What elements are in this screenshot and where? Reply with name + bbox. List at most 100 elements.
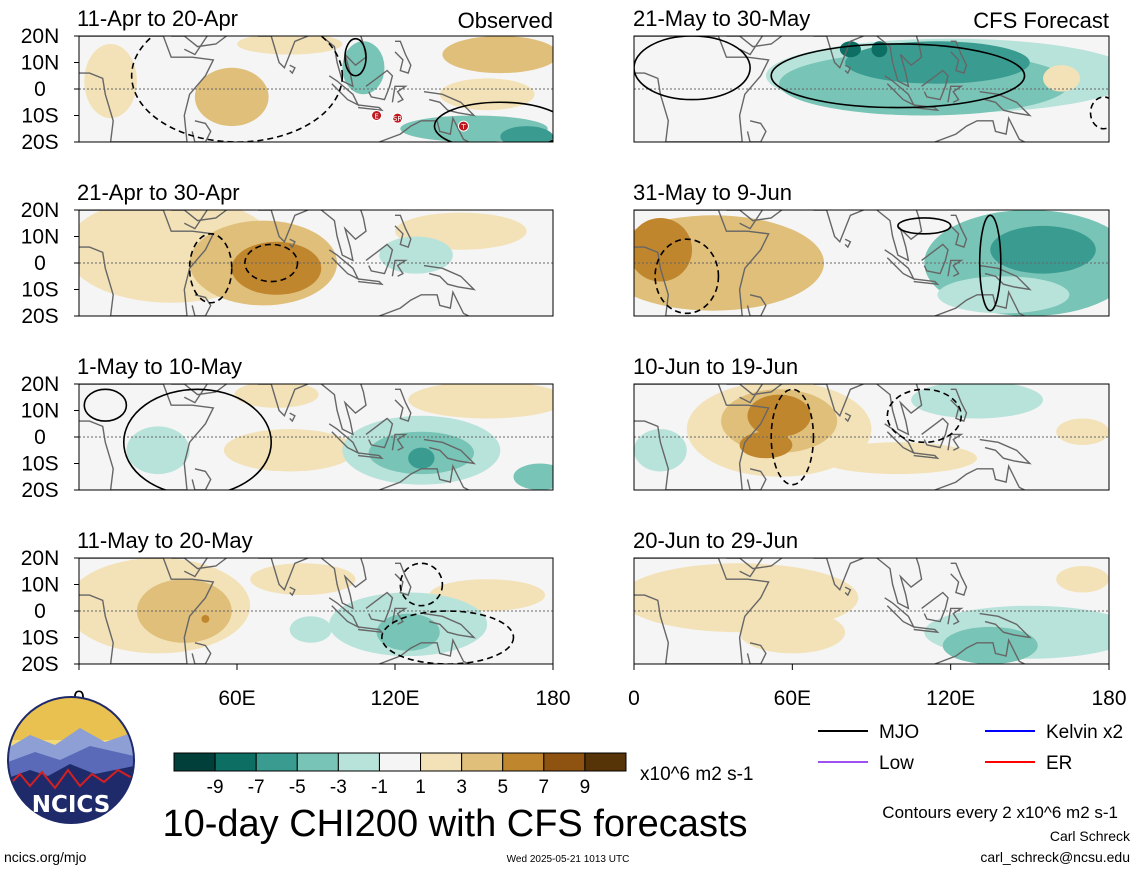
coastline [289, 64, 296, 75]
chi-anomaly-region [439, 78, 535, 111]
coastline [391, 607, 408, 625]
coastline [258, 558, 309, 592]
chi-anomaly-region [289, 616, 332, 643]
coastline [378, 463, 470, 490]
chi-anomaly-region [234, 384, 319, 408]
colorbar-label: -7 [248, 777, 265, 798]
chi-anomaly-region [194, 67, 269, 127]
panel-grid: E SR T 11-Apr to 20-Apr 20N 10N 0 10S 20S 21-May … [21, 6, 1110, 676]
coastline [191, 120, 212, 142]
panel-frame [633, 557, 1110, 665]
colorbar: -9 -7 -5 -3 -1 1 3 5 7 9 [173, 752, 627, 798]
chi-anomaly-region [739, 431, 793, 459]
chi-anomaly-region [237, 36, 343, 55]
coastline [191, 468, 212, 490]
coastline [813, 384, 864, 418]
panel-title: 11-Apr to 20-Apr [77, 6, 238, 31]
coastline [328, 597, 360, 629]
coastline [289, 238, 296, 249]
coastline [634, 384, 770, 490]
coastline [844, 412, 852, 423]
coastline [394, 562, 412, 596]
coastline [876, 210, 923, 262]
panel-field [79, 210, 553, 316]
coastline [726, 36, 784, 56]
panel-1: E SR T 11-Apr to 20-Apr 20N 10N 0 10S 20S [21, 6, 554, 154]
forecast-column-label: CFS Forecast [973, 8, 1109, 33]
coastline [884, 249, 916, 281]
panel-field [634, 36, 1109, 142]
storm-marker: SR [392, 112, 404, 124]
storm-marker-label: SR [393, 115, 402, 123]
chi-anomaly-region [634, 429, 687, 472]
coastline [171, 384, 228, 404]
coastline [921, 243, 949, 275]
panel-title: 11-May to 20-May [77, 528, 253, 553]
coastline [634, 210, 770, 316]
coastline [378, 115, 470, 142]
coastline [358, 452, 384, 460]
coastline [423, 264, 477, 291]
coastline [921, 591, 949, 623]
lat-tick-label: 20S [21, 131, 58, 154]
chi-anomaly-region [500, 126, 553, 142]
panel-6: 10-Jun to 19-Jun [633, 354, 1110, 491]
mjo-contour [344, 37, 367, 77]
coastline [979, 612, 1032, 639]
legend-label: Kelvin x2 [1046, 722, 1123, 743]
lat-tick-label: 0 [34, 78, 46, 101]
colorbar-swatch [502, 752, 545, 772]
coastline [191, 294, 212, 316]
mjo-contour [886, 388, 963, 444]
storm-marker-label: T [460, 123, 466, 131]
coastline [950, 388, 968, 422]
panel-title: 10-Jun to 19-Jun [633, 354, 798, 379]
coastline [328, 423, 360, 455]
coastline [876, 558, 923, 610]
coastline [726, 558, 784, 578]
panel-field [79, 384, 553, 490]
panel-frame [633, 35, 1110, 143]
coastline [950, 562, 968, 596]
colorbar-swatch [461, 752, 504, 772]
site-url: ncics.org/mjo [4, 849, 87, 865]
panel-4: 31-May to 9-Jun [633, 180, 1110, 317]
colorbar-swatch [420, 752, 463, 772]
lat-tick-label: 20N [21, 373, 60, 396]
coastline [358, 104, 384, 112]
panel-frame [633, 209, 1110, 317]
coastline [258, 210, 309, 244]
panel-title: 21-Apr to 30-Apr [77, 180, 240, 205]
coastline [726, 384, 784, 404]
lat-tick-label: 10S [21, 453, 58, 476]
colorbar-label: -3 [330, 777, 347, 798]
chi-anomaly-region [937, 276, 1070, 314]
coastline [378, 289, 470, 316]
coastline [365, 591, 394, 623]
legend-entry: ER [985, 753, 1072, 774]
lat-tick-label: 10N [21, 52, 60, 75]
colorbar-swatch [584, 752, 627, 772]
storm-marker-label: E [374, 113, 378, 121]
mjo-contour [897, 217, 952, 235]
coastline [258, 384, 309, 418]
chi-anomaly-region [442, 36, 553, 74]
coastline [726, 210, 784, 230]
lat-tick-label: 20S [21, 479, 58, 502]
mjo-contour [770, 388, 815, 486]
panel-2: 21-May to 30-May [633, 6, 1110, 143]
coastline [391, 433, 408, 451]
lat-tick-label: 10N [21, 574, 60, 597]
coastline [79, 558, 215, 664]
mjo-contour [83, 388, 128, 422]
chi-anomaly-region [408, 384, 553, 419]
chi-anomaly-region [1056, 418, 1109, 445]
chi-anomaly-region [990, 225, 1096, 274]
coastline [934, 115, 1025, 142]
chi-anomaly-region [408, 447, 435, 469]
coastline [79, 36, 215, 142]
colorbar-swatch [378, 752, 422, 772]
legend-label: ER [1046, 753, 1072, 774]
